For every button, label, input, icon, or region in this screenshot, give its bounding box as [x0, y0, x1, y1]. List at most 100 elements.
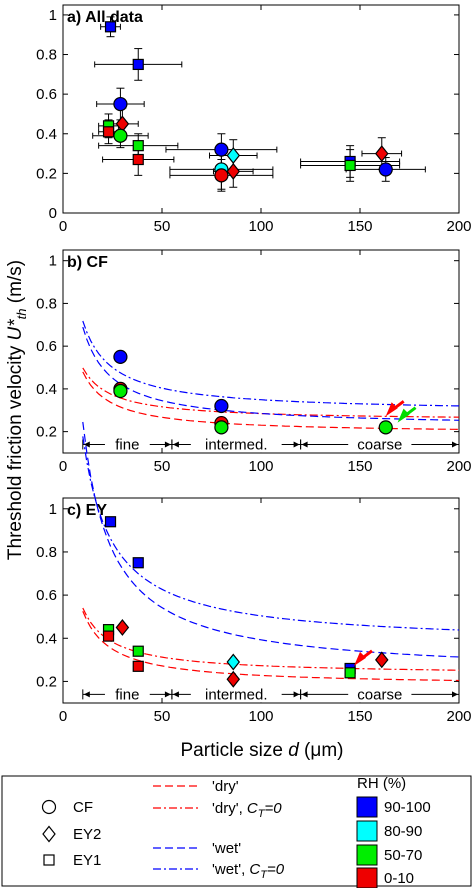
data-point-ey1 — [132, 58, 144, 71]
rh-colorbar-swatch — [356, 796, 378, 818]
data-point-ey2 — [226, 670, 241, 688]
data-point-cf — [113, 383, 128, 399]
x-tick-label: 0 — [59, 708, 67, 725]
plot-frame — [62, 4, 460, 214]
y-tick-label: 0.2 — [36, 424, 57, 441]
panel-title: b) CF — [67, 254, 108, 271]
legend-ct-symbol: C — [247, 800, 258, 817]
size-region-label: fine — [115, 436, 139, 453]
legend-marker-label: EY2 — [73, 826, 101, 843]
size-region-label: coarse — [357, 436, 402, 453]
chart-panel-1: 0 50 100 150 200 0 0.2 0.4 0.6 0.8 1 a) All data — [36, 4, 472, 235]
size-region-label: intermed. — [205, 686, 268, 703]
x-tick-label: 150 — [347, 218, 372, 235]
y-axis-label-unit: (m/s) — [5, 260, 26, 309]
size-region-arrowhead — [293, 441, 300, 448]
y-tick-label: 1 — [49, 7, 57, 24]
data-point-ey1 — [132, 557, 144, 569]
model-curve-wet — [82, 326, 460, 421]
data-point-ey1 — [132, 140, 144, 152]
x-axis-label-unit: (μm) — [299, 740, 344, 761]
y-tick-label: 1 — [49, 253, 57, 270]
legend-line-label: 'wet', CT=0 — [212, 861, 285, 881]
data-point-cf — [113, 96, 128, 112]
legend-line-label-text: 'dry', — [212, 800, 247, 817]
x-tick-label: 150 — [347, 458, 372, 475]
highlight-arrow-head — [385, 402, 398, 417]
rh-colorbar-label: 0-10 — [384, 870, 414, 887]
legend-ct-subscript: T — [258, 808, 266, 820]
model-curve-dry-ct0 — [82, 607, 459, 671]
size-region-label-bg — [104, 434, 150, 453]
plot-frame — [62, 497, 460, 704]
data-point-ey2 — [115, 619, 130, 636]
legend-ct-subscript: T — [260, 869, 268, 881]
data-point-ey1 — [104, 516, 117, 528]
model-curve-wet-ct0 — [82, 320, 459, 407]
legend-line-label-text: 'dry' — [212, 778, 239, 795]
y-tick-label: 0.2 — [36, 165, 57, 182]
data-point-ey1 — [344, 667, 356, 679]
data-point-ey2 — [375, 145, 389, 163]
y-tick-label: 0.6 — [36, 86, 57, 103]
y-axis-label-main: Threshold friction velocity — [5, 340, 26, 560]
size-region-label-bg — [190, 684, 282, 703]
data-point-ey2 — [226, 653, 241, 671]
data-point-ey1 — [132, 645, 144, 657]
rh-colorbar-swatch — [356, 844, 378, 866]
size-region-arrowhead — [172, 441, 179, 448]
legend-ct-value: =0 — [267, 861, 285, 878]
legend-marker-label: CF — [73, 799, 93, 816]
rh-colorbar-label: 80-90 — [384, 823, 422, 840]
x-axis-label: Particle size d (μm) — [181, 740, 344, 761]
legend-line-label-text: 'wet', — [212, 861, 249, 878]
y-tick-label: 0 — [49, 205, 57, 222]
size-region-arrowhead — [83, 441, 90, 448]
x-tick-label: 50 — [154, 458, 171, 475]
data-point-cf — [214, 398, 229, 414]
size-region-arrowhead — [83, 691, 90, 698]
plot-frame — [62, 249, 460, 454]
x-tick-label: 100 — [248, 458, 273, 475]
y-tick-label: 0.4 — [36, 381, 57, 398]
data-point-cf — [113, 349, 128, 364]
model-curve-dry — [82, 371, 460, 430]
x-tick-label: 50 — [154, 218, 171, 235]
y-tick-label: 0.4 — [36, 126, 57, 143]
data-point-ey1 — [102, 630, 115, 642]
model-curve-dry — [82, 611, 460, 682]
y-tick-label: 0.6 — [36, 587, 57, 604]
y-tick-label: 1 — [49, 501, 57, 518]
size-region-label-bg — [104, 684, 150, 703]
data-point-ey2 — [375, 651, 389, 669]
legend-line-label-text: 'wet' — [212, 840, 241, 857]
size-region-label-bg — [190, 434, 282, 453]
y-axis-label-symbol: U* — [5, 319, 26, 341]
rh-colorbar-label: 90-100 — [384, 799, 431, 816]
x-axis-label-text: Particle size d (μm) — [181, 740, 344, 761]
y-tick-label: 0.6 — [36, 338, 57, 355]
rh-colorbar-title: RH (%) — [357, 775, 406, 792]
x-tick-label: 200 — [446, 708, 471, 725]
x-axis-label-symbol: d — [288, 740, 300, 761]
size-region-label-bg — [348, 684, 412, 703]
size-region-arrowhead — [452, 691, 458, 698]
data-point-ey1 — [132, 153, 144, 166]
size-region-arrowhead — [452, 441, 458, 448]
y-tick-label: 0.2 — [36, 673, 57, 690]
model-curve-wet — [82, 421, 460, 658]
model-curve-wet-ct0 — [82, 436, 460, 631]
x-tick-label: 100 — [248, 218, 273, 235]
legend-line-label: 'dry' — [212, 778, 239, 795]
x-tick-label: 200 — [446, 458, 471, 475]
legend-marker-cf — [41, 799, 57, 815]
size-region-label: intermed. — [205, 436, 268, 453]
data-point-ey1 — [344, 159, 356, 172]
model-curve-dry-ct0 — [82, 367, 460, 418]
size-region-arrowhead — [293, 691, 300, 698]
y-tick-label: 0.8 — [36, 47, 57, 64]
highlight-arrow-head — [397, 408, 410, 423]
